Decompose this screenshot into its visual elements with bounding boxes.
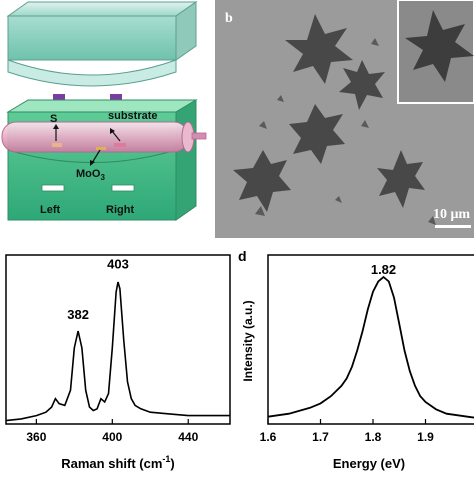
heater-pad-right (110, 94, 122, 100)
panel-c-raman-chart: 360 400 440 382 403 Raman shift (cm-1) (0, 245, 236, 474)
raman-x-tick-label: 360 (26, 430, 46, 444)
raman-peak-label: 403 (107, 257, 129, 272)
pl-y-axis-label: Intensity (a.u.) (241, 300, 255, 381)
window-left (41, 184, 65, 192)
quartz-tube (1, 121, 207, 153)
scale-bar (435, 225, 471, 228)
pl-x-tick-label: 1.9 (417, 430, 434, 444)
raman-plot-frame (5, 254, 231, 425)
scale-bar-label: 10 μm (433, 207, 470, 222)
panel-a-furnace-schematic: S substrate MoO3 Left Right (0, 0, 210, 238)
pl-series-line (267, 275, 474, 419)
raman-series-line (5, 281, 230, 422)
panel-d-letter: d (238, 248, 247, 264)
sulfur-label: S (50, 113, 57, 125)
raman-x-axis-label: Raman shift (cm-1) (61, 454, 175, 471)
panel-d-pl-chart: d 1.6 1.7 1.8 1.9 1.82 Energy (eV) Intensit… (236, 245, 474, 474)
pl-peak-label: 1.82 (371, 262, 396, 277)
right-zone-label: Right (106, 204, 134, 216)
substrate-label: substrate (108, 110, 158, 122)
left-zone-label: Left (40, 204, 61, 216)
window-right (111, 184, 135, 192)
moo3-label: MoO3 (76, 168, 105, 182)
pl-plot-frame (267, 254, 474, 425)
moo3-boat (96, 147, 106, 150)
pl-x-tick-label: 1.6 (260, 430, 277, 444)
pl-x-tick-label: 1.7 (312, 430, 329, 444)
pl-x-axis-label: Energy (eV) (333, 456, 405, 471)
small-flakes (255, 38, 436, 225)
pl-x-tick-label: 1.8 (365, 430, 382, 444)
heater-pad-left (53, 94, 65, 100)
panel-b-micrograph: b 10 μm (215, 0, 474, 238)
furnace-upper-lid (6, 1, 198, 87)
raman-x-tick-label: 400 (102, 430, 122, 444)
star-flakes (233, 14, 425, 212)
raman-peak-label: 382 (67, 307, 89, 322)
panel-b-letter: b (225, 11, 233, 26)
raman-chart-svg: 360 400 440 382 403 Raman shift (cm-1) (5, 254, 231, 471)
pl-chart-svg: d 1.6 1.7 1.8 1.9 1.82 Energy (eV) Intensit… (238, 248, 474, 471)
sulfur-boat (52, 143, 62, 147)
inset-zoom (397, 0, 474, 104)
substrate-boat (114, 143, 126, 147)
micrograph-image: b 10 μm (215, 0, 474, 238)
furnace-diagram: S substrate MoO3 Left Right (1, 1, 207, 221)
furnace-lower-body (6, 99, 198, 221)
raman-x-tick-label: 440 (178, 430, 198, 444)
